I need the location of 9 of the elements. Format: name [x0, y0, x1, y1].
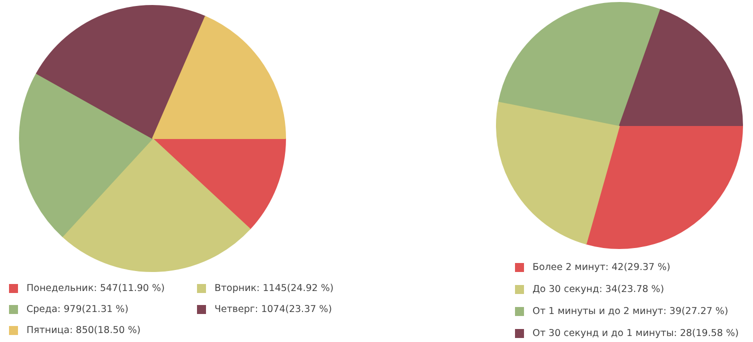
legend-label: Четверг: 1074(23.37 %) — [214, 304, 332, 315]
legend-label: Более 2 минут: 42(29.37 %) — [532, 262, 670, 273]
legend-label: Вторник: 1145(24.92 %) — [214, 283, 334, 294]
legend-label: От 1 минуты и до 2 минут: 39(27.27 %) — [532, 306, 728, 317]
legend-label: Понедельник: 547(11.90 %) — [26, 283, 165, 294]
legend-label: До 30 секунд: 34(23.78 %) — [532, 284, 664, 295]
legend-label: Пятница: 850(18.50 %) — [26, 325, 141, 336]
legend-label: Среда: 979(21.31 %) — [26, 304, 128, 315]
legend-label: От 30 секунд и до 1 минуты: 28(19.58 %) — [532, 328, 739, 339]
